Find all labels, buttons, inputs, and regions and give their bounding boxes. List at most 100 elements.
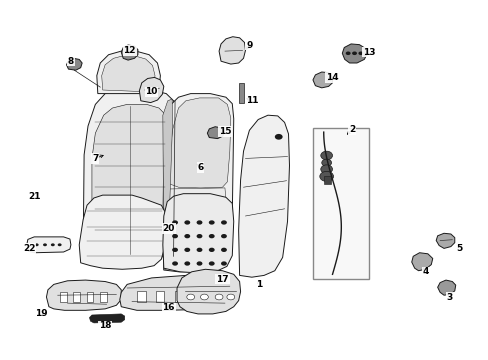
Bar [100,292,106,302]
Text: 4: 4 [421,267,428,276]
Bar [60,292,66,302]
Circle shape [196,220,202,225]
Circle shape [174,199,180,204]
Polygon shape [89,314,124,323]
Polygon shape [219,37,245,64]
Circle shape [226,294,234,300]
Text: 13: 13 [362,48,375,57]
Text: 5: 5 [456,244,462,253]
Text: 17: 17 [216,274,228,284]
Circle shape [196,261,202,266]
Circle shape [174,235,180,239]
Circle shape [201,247,207,251]
Circle shape [35,243,39,246]
Text: 19: 19 [35,309,48,318]
Text: 11: 11 [245,96,258,105]
Circle shape [43,243,47,246]
Circle shape [215,247,221,251]
Circle shape [187,199,193,204]
Polygon shape [411,253,432,271]
Bar [155,291,164,302]
Polygon shape [163,94,233,272]
Polygon shape [83,88,176,262]
Polygon shape [163,99,172,270]
Polygon shape [66,58,82,70]
Bar [194,291,203,302]
Polygon shape [238,115,289,277]
Text: 6: 6 [197,163,203,172]
Circle shape [172,234,178,238]
Text: 2: 2 [348,125,354,134]
Polygon shape [435,233,454,248]
Circle shape [201,211,207,216]
Polygon shape [46,280,121,310]
Circle shape [321,159,331,166]
Circle shape [187,211,193,216]
Circle shape [172,220,178,225]
Circle shape [215,199,221,204]
Bar [73,292,80,302]
Circle shape [215,211,221,216]
Circle shape [58,243,61,246]
Circle shape [215,235,221,239]
Circle shape [221,220,226,225]
Polygon shape [207,127,224,139]
Circle shape [184,248,190,252]
Polygon shape [121,45,138,60]
Circle shape [208,261,214,266]
Circle shape [172,261,178,266]
Circle shape [184,234,190,238]
Circle shape [187,247,193,251]
Text: 7: 7 [92,154,99,163]
Bar [312,128,368,279]
Circle shape [196,248,202,252]
Circle shape [184,220,190,225]
Circle shape [187,235,193,239]
Circle shape [320,165,332,174]
Polygon shape [168,98,230,188]
Circle shape [215,294,223,300]
Circle shape [172,248,178,252]
Text: 12: 12 [123,46,136,55]
Circle shape [215,259,221,263]
Text: 16: 16 [162,303,175,312]
Polygon shape [79,195,166,269]
Circle shape [174,259,180,263]
Circle shape [186,294,194,300]
Circle shape [274,134,282,140]
Bar [238,83,244,103]
Circle shape [351,51,356,55]
Circle shape [208,220,214,225]
Polygon shape [177,269,240,314]
Circle shape [215,223,221,228]
Circle shape [201,259,207,263]
Bar [86,292,93,302]
Circle shape [221,248,226,252]
Circle shape [358,51,363,55]
Text: 22: 22 [23,244,36,253]
Circle shape [174,247,180,251]
Circle shape [320,151,332,160]
Circle shape [201,223,207,228]
Circle shape [208,248,214,252]
Text: 14: 14 [325,73,338,82]
Polygon shape [163,194,233,273]
Polygon shape [92,104,167,257]
Bar [212,291,221,302]
Text: 9: 9 [245,40,252,49]
Circle shape [174,223,180,228]
Bar [323,176,330,184]
Polygon shape [102,56,155,92]
Polygon shape [342,44,366,63]
Circle shape [201,235,207,239]
Circle shape [221,234,226,238]
Circle shape [319,171,333,181]
Bar [175,291,183,302]
Text: 10: 10 [145,87,158,96]
Bar [137,291,145,302]
Circle shape [196,234,202,238]
Text: 18: 18 [99,321,111,330]
Polygon shape [437,280,455,295]
Circle shape [221,261,226,266]
Circle shape [208,234,214,238]
